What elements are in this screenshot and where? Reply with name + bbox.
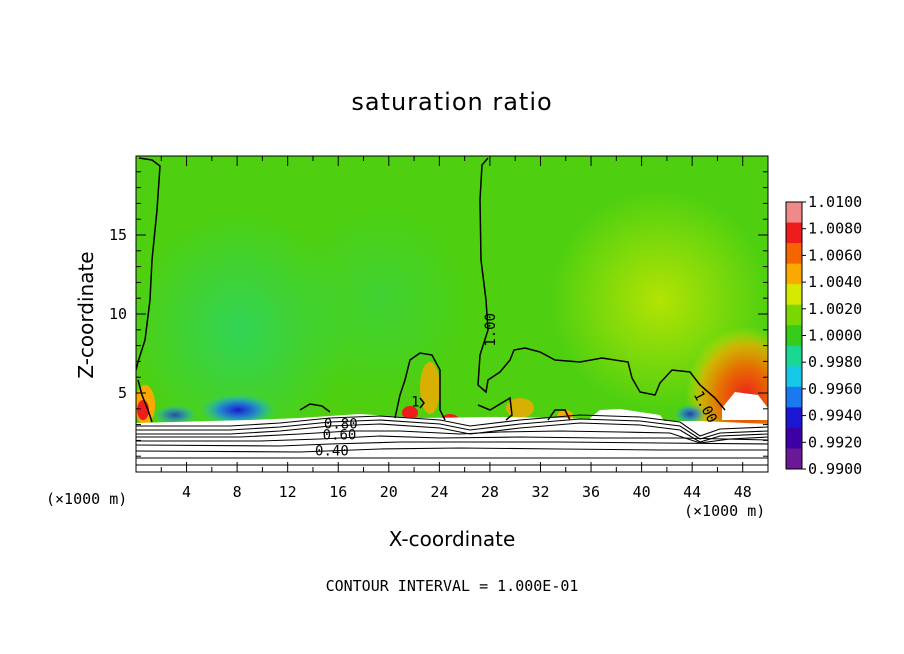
x-unit-label-left: (×1000 m) [46, 490, 128, 508]
contour-lines [136, 157, 726, 423]
x-tick-label: 32 [531, 483, 549, 501]
colorbar-swatch [786, 366, 802, 388]
contour-label: 0.40 [315, 443, 349, 459]
colorbar-swatch [786, 386, 802, 408]
colorbar-swatch [786, 304, 802, 326]
colorbar-label: 0.9920 [808, 433, 862, 451]
y-tick-label: 10 [109, 305, 127, 323]
colorbar-swatch [786, 222, 802, 244]
colorbar-swatch [786, 284, 802, 306]
x-tick-label: 24 [430, 483, 448, 501]
colorbar-label: 1.0080 [808, 220, 862, 238]
contour-label: 1.00 [483, 313, 499, 347]
contour-band [136, 414, 768, 466]
x-tick-label: 4 [182, 483, 191, 501]
colorbar-swatch [786, 263, 802, 285]
y-tick-label: 15 [109, 226, 127, 244]
x-tick-label: 16 [329, 483, 347, 501]
y-axis-label: Z-coordinate [74, 251, 98, 379]
x-tick-label: 28 [481, 483, 499, 501]
colorbar-label: 1.0020 [808, 300, 862, 318]
x-tick-label: 8 [233, 483, 242, 501]
colorbar-label: 1.0060 [808, 246, 862, 264]
colorbar-label: 0.9980 [808, 353, 862, 371]
contour-interval-note: CONTOUR INTERVAL = 1.000E-01 [325, 577, 579, 595]
colorbar-label: 1.0100 [808, 193, 862, 211]
contour-label: 0.60 [323, 428, 357, 444]
colorbar-swatch [786, 427, 802, 449]
y-tick-label: 5 [118, 384, 127, 402]
x-tick-label: 12 [279, 483, 297, 501]
x-tick-label: 40 [633, 483, 651, 501]
colorbar-swatch [786, 325, 802, 347]
x-axis-label: X-coordinate [388, 527, 516, 551]
chart-title: saturation ratio [351, 88, 553, 116]
x-tick-label: 48 [734, 483, 752, 501]
colorbar-label: 0.9900 [808, 460, 862, 478]
colorbar: 1.0100 1.0080 1.0060 1.0040 1.0020 1.0000 0.99… [785, 193, 862, 478]
colorbar-swatch [786, 202, 802, 223]
x-tick-label: 44 [683, 483, 701, 501]
contour-label: 1 [411, 394, 419, 410]
colorbar-swatch [786, 243, 802, 265]
contour-label: 0.80 [324, 417, 358, 433]
colorbar-label: 1.0040 [808, 273, 862, 291]
colorbar-label: 1.0000 [808, 327, 862, 345]
colorbar-label: 0.9960 [808, 380, 862, 398]
colorbar-label: 0.9940 [808, 407, 862, 425]
x-tick-label: 20 [380, 483, 398, 501]
x-unit-label-right: (×1000 m) [684, 502, 766, 520]
colorbar-swatch [786, 407, 802, 429]
colorbar-swatch [786, 345, 802, 367]
x-tick-label: 36 [582, 483, 600, 501]
colorbar-swatch [786, 448, 802, 470]
